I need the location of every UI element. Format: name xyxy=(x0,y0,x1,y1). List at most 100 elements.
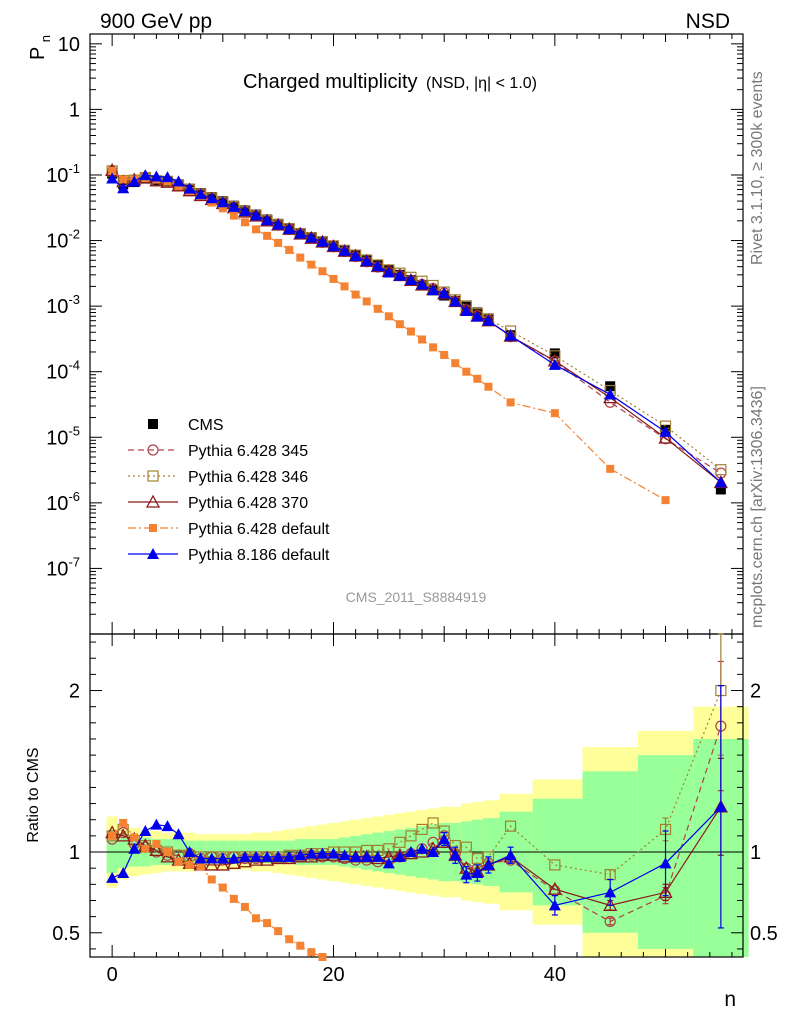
series-point-ratio xyxy=(404,846,417,858)
series-point-main xyxy=(119,175,128,184)
series-point-ratio xyxy=(139,825,152,837)
series-point-main xyxy=(473,374,482,383)
series-point-ratio xyxy=(504,849,517,861)
series-line-main xyxy=(111,174,722,483)
legend-marker-cms xyxy=(148,419,158,429)
series-point-ratio xyxy=(205,852,218,864)
legend-item-4: Pythia 8.186 default xyxy=(128,547,330,564)
legend-label: Pythia 6.428 346 xyxy=(188,469,308,486)
ratio-axis-label: Ratio to CMS xyxy=(25,747,42,842)
legend-label-cms: CMS xyxy=(188,417,224,434)
y-tick-label-main: 1 xyxy=(69,99,80,121)
legend-marker xyxy=(147,548,159,559)
series-point-ratio xyxy=(383,843,395,855)
series-point-ratio xyxy=(160,849,175,863)
series-point-main xyxy=(338,244,351,256)
ratio-tick-label-right: 1 xyxy=(750,842,761,864)
series-point-main xyxy=(216,196,229,208)
series-point-main xyxy=(462,367,471,376)
series-point-ratio xyxy=(427,817,439,829)
series-point-main xyxy=(227,200,240,212)
series-point-main xyxy=(106,172,119,184)
series-point-main xyxy=(351,290,360,299)
series-point-ratio xyxy=(194,852,207,864)
series-point-main xyxy=(161,171,174,183)
y-tick-label-main: 10-4 xyxy=(46,358,80,384)
series-point-main xyxy=(460,305,473,317)
main-frame xyxy=(89,33,744,635)
series-point-main xyxy=(406,327,415,336)
series-point-ratio xyxy=(416,842,429,854)
series-point-ratio xyxy=(449,849,462,861)
series-line-ratio xyxy=(111,806,722,906)
series-point-main xyxy=(373,304,382,313)
series-point-main xyxy=(482,314,495,326)
series-point-ratio xyxy=(394,836,406,848)
series-point-ratio xyxy=(119,818,128,827)
y-axis-label: P n xyxy=(27,35,53,60)
series-point-main xyxy=(128,175,141,187)
series-point-ratio xyxy=(658,885,673,899)
series-point-ratio xyxy=(659,857,672,869)
series-point-main xyxy=(349,249,362,261)
series-point-main xyxy=(218,204,227,213)
series-point-ratio xyxy=(204,857,219,871)
series-point-ratio xyxy=(393,850,406,862)
y-tick-label-main: 10-3 xyxy=(46,292,80,318)
series-point-main xyxy=(108,167,117,176)
series-point-main xyxy=(484,382,493,391)
y-tick-label-main: 10-2 xyxy=(46,227,80,253)
series-point-main xyxy=(285,245,294,254)
series-point-main xyxy=(139,169,152,181)
series-point-ratio xyxy=(108,831,117,840)
series-point-main xyxy=(382,266,395,278)
legend-item-3: Pythia 6.428 default xyxy=(128,521,330,538)
series-point-main xyxy=(252,225,261,234)
series-point-ratio xyxy=(250,850,263,862)
legend-item-1: Pythia 6.428 346 xyxy=(128,469,308,486)
series-point-ratio xyxy=(548,899,561,911)
ratio-tick-label-left: 1 xyxy=(69,842,80,864)
series-point-ratio xyxy=(117,867,130,879)
series-point-main xyxy=(661,496,670,505)
legend-marker xyxy=(147,444,159,456)
series-point-main xyxy=(449,295,462,307)
legend-label: Pythia 6.428 default xyxy=(188,521,330,538)
legend-item-cms: CMS xyxy=(148,417,224,434)
series-point-ratio xyxy=(305,847,318,859)
series-point-main xyxy=(238,205,251,217)
series-point-main xyxy=(604,388,617,400)
series-point-ratio xyxy=(274,927,283,936)
header-right: NSD xyxy=(686,10,730,33)
series-point-main xyxy=(550,409,559,418)
series-point-ratio xyxy=(116,828,131,842)
series-point-ratio xyxy=(360,850,373,862)
series-point-main xyxy=(327,240,340,252)
series-point-main xyxy=(438,287,451,299)
series-point-ratio xyxy=(604,915,616,928)
series-point-main xyxy=(440,350,449,359)
legend-marker xyxy=(145,494,161,508)
y-tick-label-main: 10-7 xyxy=(46,554,80,580)
series-point-ratio xyxy=(338,849,351,861)
series-point-main xyxy=(261,214,274,226)
series-point-ratio xyxy=(229,894,238,903)
legend-item-2: Pythia 6.428 370 xyxy=(128,494,308,512)
series-point-ratio xyxy=(240,902,249,911)
series-point-main xyxy=(506,398,515,407)
series-point-ratio xyxy=(149,843,164,857)
series-point-ratio xyxy=(261,850,274,862)
y-tick-label-main: 10-6 xyxy=(46,489,80,515)
series-point-ratio xyxy=(263,919,272,928)
series-point-ratio xyxy=(128,842,141,854)
series-point-ratio xyxy=(227,852,240,864)
series-point-ratio xyxy=(318,953,327,961)
series-point-main xyxy=(229,211,238,220)
series-point-main xyxy=(205,192,218,204)
series-point-ratio xyxy=(285,935,294,944)
series-point-main xyxy=(362,297,371,306)
series-3 xyxy=(108,167,670,961)
series-point-main xyxy=(360,255,373,267)
series-point-ratio xyxy=(172,828,185,840)
series-point-ratio xyxy=(382,857,395,869)
